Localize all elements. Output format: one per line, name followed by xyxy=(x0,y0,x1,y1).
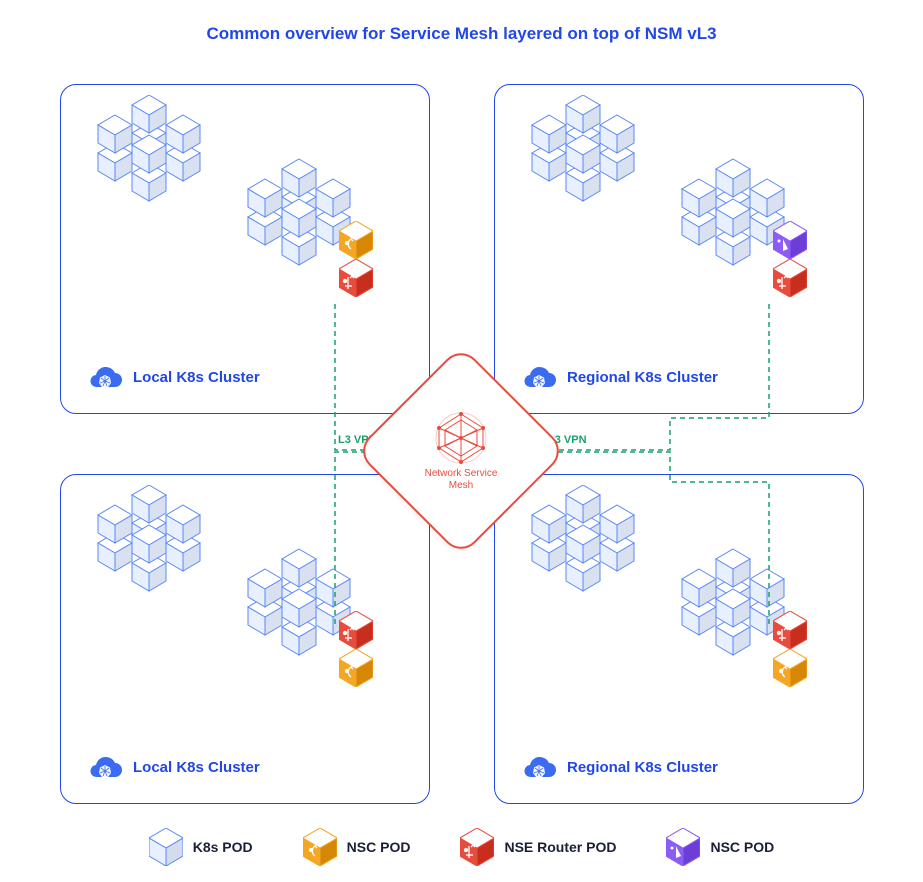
nse-cube-icon xyxy=(460,828,494,866)
legend-item-istio: NSC POD xyxy=(666,828,774,866)
diagram-canvas: L3 VPN L3 VPN xyxy=(0,54,923,814)
nsm-label: Network ServiceMesh xyxy=(425,468,498,492)
nsm-center-node: Network ServiceMesh xyxy=(386,376,536,526)
legend-label: NSE Router POD xyxy=(504,839,616,855)
legend-label: NSC POD xyxy=(347,839,411,855)
legend-item-k8s: K8s POD xyxy=(149,828,253,866)
diagram-title: Common overview for Service Mesh layered… xyxy=(0,0,923,44)
k8s-cube-icon xyxy=(149,828,183,866)
legend-item-nsc: NSC POD xyxy=(303,828,411,866)
legend-label: NSC POD xyxy=(710,839,774,855)
nsc-cube-icon xyxy=(303,828,337,866)
istio-cube-icon xyxy=(666,828,700,866)
legend: K8s POD NSC POD NSE Router POD NSC POD xyxy=(0,828,923,866)
legend-label: K8s POD xyxy=(193,839,253,855)
legend-item-nse: NSE Router POD xyxy=(460,828,616,866)
nsm-mesh-icon xyxy=(433,410,489,466)
nsm-content: Network ServiceMesh xyxy=(386,376,536,526)
